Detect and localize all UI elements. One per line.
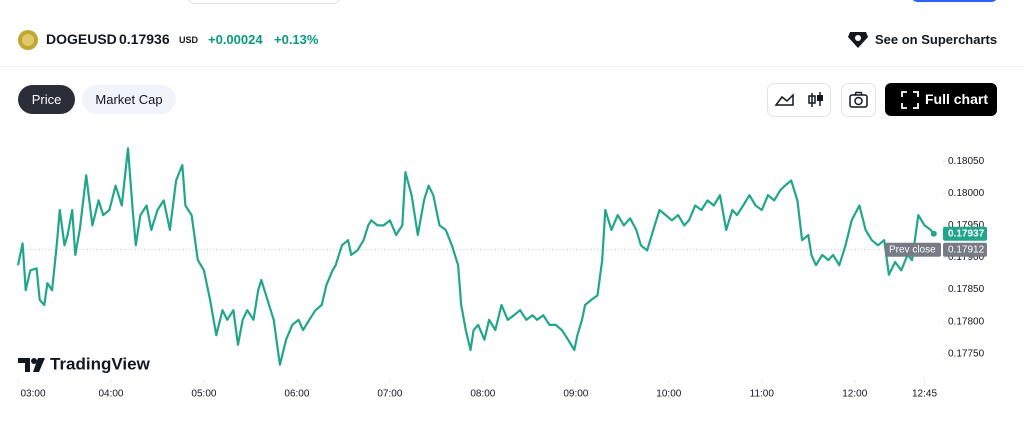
chart-style-icons <box>774 92 823 107</box>
x-tick-label: 10:00 <box>656 389 681 400</box>
full-chart-button[interactable]: Full chart <box>885 83 997 116</box>
y-tick-label: 0.17850 <box>948 284 985 295</box>
tradingview-logo <box>18 358 45 372</box>
y-tick-label: 0.17750 <box>948 348 985 359</box>
prev-close-tag <box>885 242 941 257</box>
x-tick-label: 07:00 <box>377 389 402 400</box>
x-tick-label: 12:45 <box>912 389 937 400</box>
symbol: DOGEUSD <box>46 31 117 47</box>
change: +0.00024 <box>208 32 263 47</box>
x-tick-label: 06:00 <box>284 389 309 400</box>
price: 0.17936 <box>119 31 170 47</box>
last-point <box>930 230 937 237</box>
x-tick-label: 08:00 <box>470 389 495 400</box>
supercharts-link[interactable]: See on Supercharts <box>875 32 998 47</box>
y-tick-label: 0.17900 <box>948 252 985 263</box>
x-tick-label: 05:00 <box>191 389 216 400</box>
change-percent: +0.13% <box>274 32 319 47</box>
price-tab[interactable]: Price <box>18 85 75 114</box>
prev-close-value: 0.17912 <box>948 244 985 255</box>
coin-logo <box>18 30 38 50</box>
x-tick-label: 09:00 <box>563 389 588 400</box>
market-cap-tab[interactable]: Market Cap <box>82 85 176 114</box>
x-tick-label: 03:00 <box>20 389 45 400</box>
last-value-label: 0.17937 <box>948 228 985 239</box>
x-tick-label: 12:00 <box>842 389 867 400</box>
prev-close-label: Prev close <box>889 244 936 255</box>
full-chart-label: Full chart <box>925 91 989 107</box>
divider <box>0 66 1024 67</box>
supercharts-icon <box>848 32 868 48</box>
snapshot-button[interactable] <box>841 83 876 117</box>
y-tick-label: 0.18050 <box>948 156 985 167</box>
y-tick-label: 0.17800 <box>948 316 985 327</box>
price-line <box>16 147 935 366</box>
x-tick-label: 11:00 <box>750 389 775 400</box>
x-tick-label: 04:00 <box>98 389 123 400</box>
prev-close-value-tag <box>943 242 987 257</box>
y-tick-label: 0.17950 <box>948 220 985 231</box>
chart-style-toggle[interactable] <box>767 83 831 117</box>
last-value-tag <box>943 226 987 241</box>
currency: USD <box>179 35 199 45</box>
top-fragment <box>912 0 997 2</box>
y-tick-label: 0.18000 <box>948 188 985 199</box>
brand: TradingView <box>50 354 151 373</box>
camera-icon <box>849 91 868 108</box>
expand-icon <box>901 91 919 109</box>
